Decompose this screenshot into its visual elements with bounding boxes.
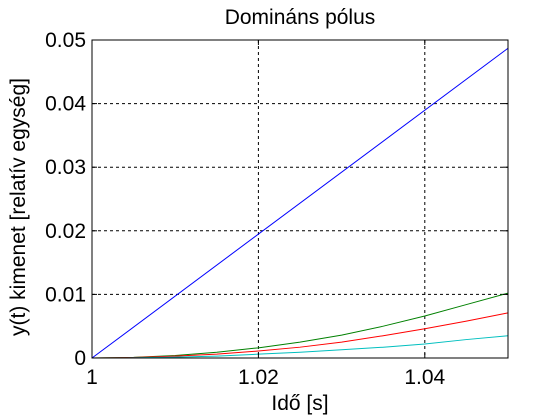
- grid: [92, 40, 508, 358]
- y-axis-label: y(t) kimenet [relatív egység]: [7, 78, 30, 336]
- plot-area-frame: [91, 39, 509, 359]
- ticks: 1 1.02 1.04 0 0.01 0.02 0.03 0.04 0.05: [45, 29, 508, 389]
- x-axis-label: Idő [s]: [271, 392, 328, 415]
- y-tick-label: 0.04: [45, 93, 86, 116]
- y-tick-label: 0.02: [45, 220, 86, 243]
- y-tick-label: 0: [74, 347, 86, 370]
- x-tick-label: 1.04: [404, 366, 445, 389]
- x-tick-label: 1.02: [238, 366, 279, 389]
- y-tick-label: 0.03: [45, 156, 86, 179]
- series-line-2: [91, 292, 509, 359]
- y-tick-label: 0.01: [45, 283, 86, 306]
- series-line-1: [91, 47, 509, 359]
- series-line-4: [91, 335, 509, 359]
- series-line-3: [91, 312, 509, 359]
- x-tick-label: 1: [86, 366, 98, 389]
- chart-title: Domináns pólus: [225, 6, 376, 29]
- series-group: [91, 47, 509, 359]
- y-tick-label: 0.05: [45, 29, 86, 52]
